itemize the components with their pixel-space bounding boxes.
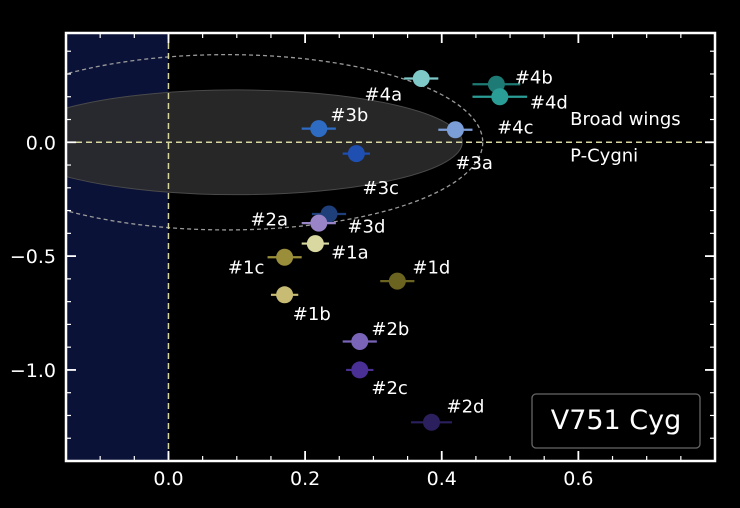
- point-pt1a: [306, 235, 324, 253]
- region-label-1: Broad wings: [570, 109, 680, 130]
- x-tick-label: 0.0: [153, 468, 183, 490]
- point-label-pt3d: #3d: [347, 217, 385, 238]
- point-pt2a: [310, 214, 328, 232]
- axis-layer: 0.0 0.2 0.4 0.6 0.0 −0.5 −1.0: [10, 31, 717, 490]
- point-label-pt3a: #3a: [455, 153, 493, 174]
- title-frame: [531, 393, 701, 449]
- point-label-pt1a: #1a: [331, 243, 369, 264]
- axes-frame: [64, 31, 717, 463]
- point-pt3b: [310, 120, 328, 138]
- point-pt2d: [422, 413, 440, 431]
- plot-area: [66, 33, 715, 461]
- region-label-2: P-Cygni: [570, 146, 638, 167]
- point-pt4a: [412, 70, 430, 88]
- point-label-pt1d: #1d: [412, 257, 450, 278]
- point-label-pt2b: #2b: [371, 319, 409, 340]
- point-label-pt2c: #2c: [371, 378, 407, 399]
- point-label-pt4a: #4a: [365, 84, 403, 105]
- point-pt1b: [276, 286, 294, 304]
- x-tick-label: 0.2: [290, 468, 320, 490]
- filled-ellipse: [66, 89, 463, 196]
- point-pt1c: [276, 248, 294, 266]
- point-label-pt1c: #1c: [228, 257, 264, 278]
- x-tick-label: 0.4: [427, 468, 457, 490]
- point-label-pt3c: #3c: [362, 178, 398, 199]
- point-pt3c: [347, 145, 365, 163]
- point-label-pt2a: #2a: [250, 210, 288, 231]
- y-tick-label: −0.5: [10, 246, 56, 268]
- y-tick-label: −1.0: [10, 360, 56, 382]
- point-pt4c: [446, 121, 464, 139]
- data-layer: Broad wings P-Cygni #4a #4b #4d #3b #4c #3c #3a #…: [228, 67, 681, 431]
- y-tick-label: 0.0: [26, 132, 56, 154]
- point-pt2c: [351, 361, 369, 379]
- chart-title: V751 Cyg: [551, 405, 682, 436]
- point-label-pt1b: #1b: [293, 304, 331, 325]
- point-label-pt4c: #4c: [497, 117, 533, 138]
- dashed-ellipse: [66, 54, 484, 231]
- point-pt1d: [388, 272, 406, 290]
- title-box: V751 Cyg: [531, 393, 701, 449]
- point-label-pt2d: #2d: [447, 396, 485, 417]
- point-label-pt4d: #4d: [530, 92, 568, 113]
- point-label-pt3b: #3b: [330, 105, 368, 126]
- point-label-pt4b: #4b: [515, 67, 553, 88]
- point-pt4d: [491, 88, 509, 106]
- x-tick-label: 0.6: [563, 468, 593, 490]
- point-pt2b: [351, 332, 369, 350]
